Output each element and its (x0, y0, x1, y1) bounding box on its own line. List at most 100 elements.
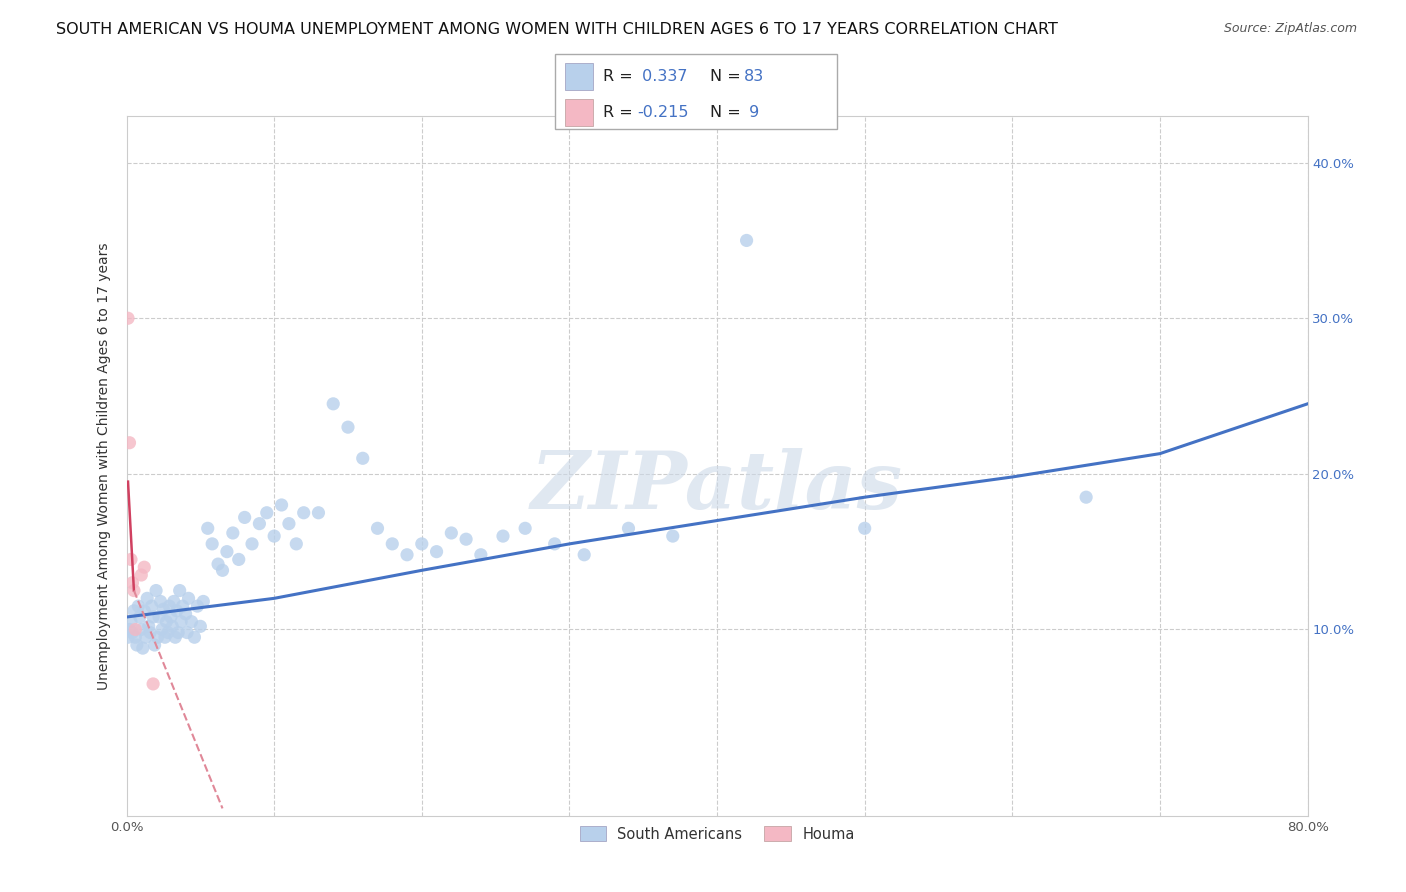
Legend: South Americans, Houma: South Americans, Houma (574, 821, 860, 847)
Text: -0.215: -0.215 (637, 105, 689, 120)
Point (124, 623, 146, 637)
Point (215, 544, 238, 558)
Point (186, 599, 208, 614)
Point (120, 615, 142, 629)
Text: 0.337: 0.337 (637, 69, 688, 84)
Point (145, 583, 167, 598)
Point (470, 548, 492, 562)
Point (188, 619, 212, 633)
Point (617, 521, 640, 535)
Point (143, 638, 166, 652)
Point (263, 529, 285, 543)
Point (142, 677, 165, 691)
Point (308, 506, 330, 520)
Point (122, 604, 145, 618)
Point (177, 591, 200, 606)
Point (456, 532, 478, 546)
Point (193, 594, 215, 608)
Point (270, 498, 292, 512)
Point (129, 568, 153, 582)
Point (165, 630, 187, 644)
Point (127, 599, 149, 614)
Point (285, 537, 308, 551)
Point (163, 594, 186, 608)
Y-axis label: Unemployment Among Women with Children Ages 6 to 17 years: Unemployment Among Women with Children A… (97, 243, 111, 690)
Point (440, 526, 463, 541)
Point (148, 610, 170, 624)
Point (201, 537, 224, 551)
Point (160, 610, 183, 624)
Point (156, 625, 179, 640)
Point (278, 516, 301, 531)
Point (118, 435, 141, 450)
Point (122, 583, 145, 598)
Point (155, 615, 177, 629)
Point (183, 630, 205, 644)
Point (662, 529, 685, 543)
Point (249, 516, 271, 531)
Point (292, 506, 315, 520)
Point (352, 451, 374, 466)
Text: Source: ZipAtlas.com: Source: ZipAtlas.com (1223, 22, 1357, 36)
Point (322, 397, 344, 411)
Point (172, 599, 194, 614)
Point (176, 625, 198, 640)
Point (233, 510, 256, 524)
Text: N =: N = (710, 105, 747, 120)
Point (574, 548, 596, 562)
Point (367, 521, 389, 535)
Point (425, 544, 447, 558)
Point (135, 630, 157, 644)
Text: 9: 9 (744, 105, 759, 120)
Point (180, 615, 202, 629)
Point (142, 610, 165, 624)
Point (150, 623, 173, 637)
Point (853, 521, 876, 535)
Text: R =: R = (603, 105, 638, 120)
Point (228, 552, 250, 566)
Point (117, 311, 139, 326)
Point (337, 420, 360, 434)
Point (125, 638, 148, 652)
Point (211, 563, 233, 577)
Point (396, 548, 419, 562)
Point (381, 537, 404, 551)
Point (124, 630, 146, 644)
Text: SOUTH AMERICAN VS HOUMA UNEMPLOYMENT AMONG WOMEN WITH CHILDREN AGES 6 TO 17 YEAR: SOUTH AMERICAN VS HOUMA UNEMPLOYMENT AMO… (56, 22, 1059, 37)
Point (132, 641, 155, 656)
Point (169, 583, 191, 598)
Point (162, 619, 184, 633)
Point (134, 560, 156, 574)
Point (170, 615, 193, 629)
Text: N =: N = (710, 69, 747, 84)
Point (136, 591, 159, 606)
Point (240, 537, 263, 551)
Point (153, 630, 176, 644)
Point (121, 625, 143, 640)
Point (129, 623, 153, 637)
Point (152, 602, 174, 616)
Point (166, 604, 188, 618)
Point (735, 234, 758, 248)
Point (543, 537, 565, 551)
Text: ZIPatlas: ZIPatlas (531, 449, 903, 525)
Point (120, 552, 142, 566)
Point (197, 521, 219, 535)
Point (222, 526, 245, 541)
Point (256, 506, 278, 520)
Point (121, 575, 143, 590)
Point (167, 625, 190, 640)
Point (141, 599, 163, 614)
Point (139, 625, 162, 640)
Point (411, 537, 433, 551)
Point (492, 529, 515, 543)
Point (174, 607, 197, 621)
Point (117, 630, 139, 644)
Point (134, 604, 156, 618)
Point (207, 557, 229, 571)
Point (138, 619, 160, 633)
Point (515, 521, 537, 535)
Point (146, 630, 169, 644)
Point (118, 623, 141, 637)
Point (128, 610, 150, 624)
